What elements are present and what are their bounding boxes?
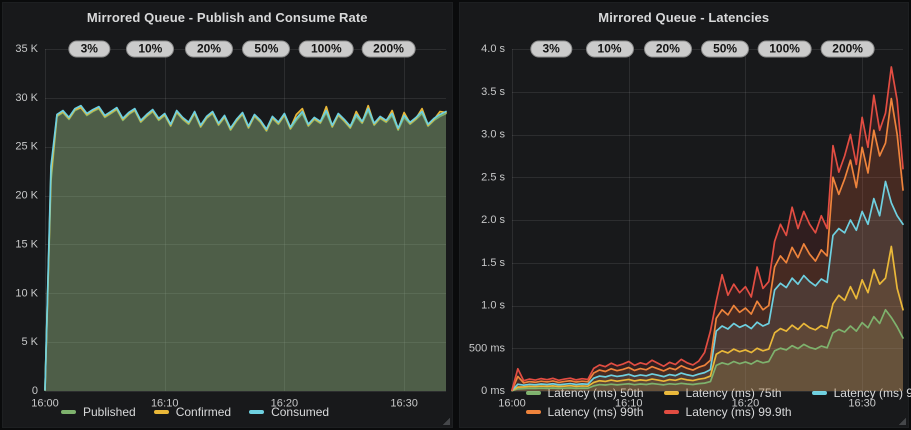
panel-resize-handle[interactable]: [441, 417, 450, 425]
rate-chart-plot-area: 3% 10% 20% 50% 100% 200%: [3, 28, 452, 417]
annotation-pill-100%[interactable]: 100%: [757, 40, 812, 58]
annotation-pill-50%[interactable]: 50%: [701, 40, 750, 58]
annotation-pill-3%[interactable]: 3%: [68, 40, 110, 58]
panel-latencies: Mirrored Queue - Latencies 3% 10% 20% 50% 10…: [458, 2, 911, 428]
annotation-pill-200%[interactable]: 200%: [820, 40, 875, 58]
panel-title[interactable]: Mirrored Queue - Latencies: [598, 10, 770, 25]
annotation-pill-20%[interactable]: 20%: [184, 40, 233, 58]
latency-chart-canvas[interactable]: [459, 28, 909, 417]
rate-chart-canvas[interactable]: [3, 28, 452, 417]
annotation-pill-row: 3% 10% 20% 50% 100% 200%: [460, 28, 909, 384]
panel-title[interactable]: Mirrored Queue - Publish and Consume Rat…: [86, 10, 368, 25]
panel-resize-handle[interactable]: [898, 417, 906, 425]
annotation-pill-10%[interactable]: 10%: [126, 40, 175, 58]
annotation-pill-200%[interactable]: 200%: [361, 40, 416, 58]
latency-chart-plot-area: 3% 10% 20% 50% 100% 200%: [459, 28, 909, 417]
annotation-pill-50%[interactable]: 50%: [242, 40, 291, 58]
annotation-pill-10%[interactable]: 10%: [585, 40, 634, 58]
annotation-pill-3%[interactable]: 3%: [530, 40, 572, 58]
annotation-pill-20%[interactable]: 20%: [643, 40, 692, 58]
annotation-pill-100%[interactable]: 100%: [298, 40, 354, 58]
panel-publish-consume-rate: Mirrored Queue - Publish and Consume Rat…: [2, 2, 453, 428]
annotation-pill-row: 3% 10% 20% 50% 100% 200%: [3, 28, 452, 403]
